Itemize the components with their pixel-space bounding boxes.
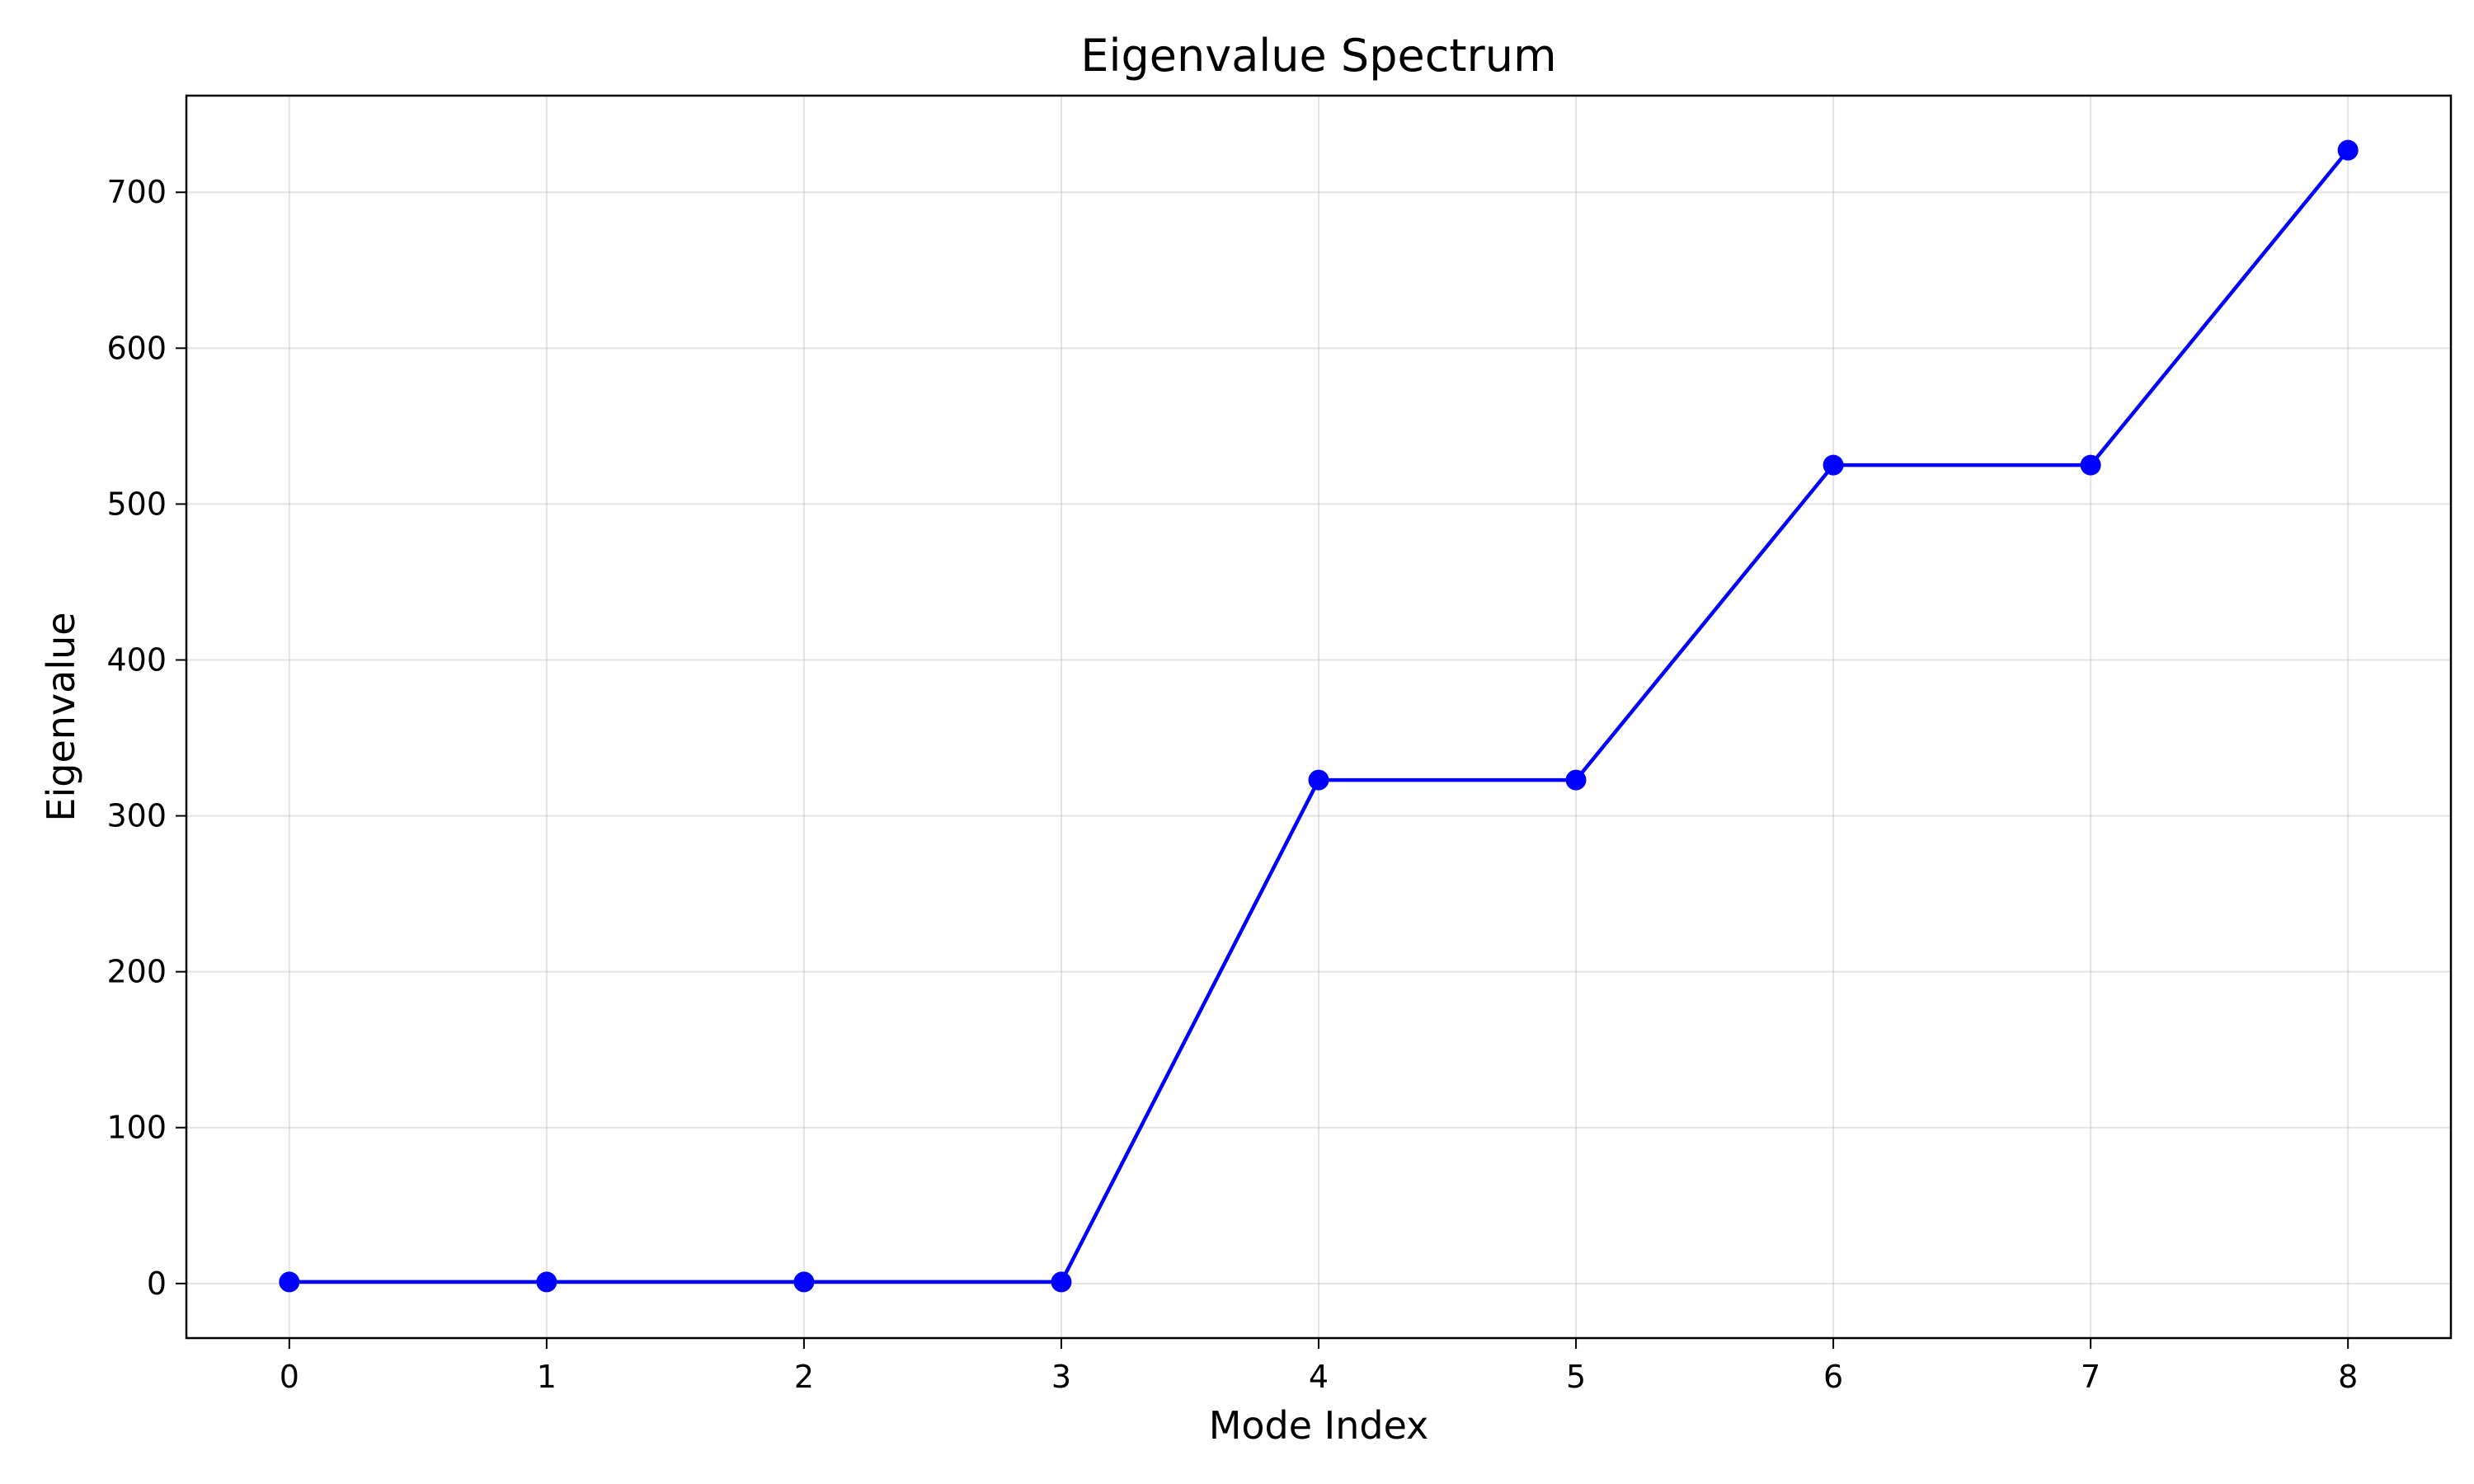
data-point <box>2337 139 2359 161</box>
chart-title: Eigenvalue Spectrum <box>1080 30 1556 82</box>
x-tick-label: 2 <box>794 1359 814 1395</box>
grid-layer <box>186 96 2451 1338</box>
y-tick-label: 400 <box>106 641 167 678</box>
x-tick-label: 0 <box>280 1359 299 1395</box>
y-tick-label: 200 <box>106 954 167 990</box>
data-point <box>1565 769 1587 791</box>
x-tick-label: 3 <box>1051 1359 1071 1395</box>
x-tick-label: 4 <box>1309 1359 1329 1395</box>
data-point <box>536 1271 557 1293</box>
y-tick-label: 600 <box>106 330 167 366</box>
x-tick-label: 5 <box>1566 1359 1586 1395</box>
data-point <box>1823 454 1844 476</box>
data-point <box>793 1271 815 1293</box>
y-tick-label: 100 <box>106 1110 167 1146</box>
data-point <box>1051 1271 1072 1293</box>
data-point <box>2080 454 2101 476</box>
tick-layer: 0 1 2 3 4 5 6 7 8 0 100 200 300 400 500 600 700 <box>106 174 2358 1395</box>
x-tick-label: 8 <box>2338 1359 2358 1395</box>
y-tick-label: 300 <box>106 798 167 834</box>
y-tick-label: 700 <box>106 174 167 210</box>
x-tick-label: 1 <box>537 1359 557 1395</box>
data-point <box>1308 769 1329 791</box>
series-layer <box>279 139 2359 1293</box>
data-point <box>279 1271 300 1293</box>
x-tick-label: 7 <box>2081 1359 2100 1395</box>
y-tick-label: 500 <box>106 486 167 522</box>
x-tick-label: 6 <box>1823 1359 1843 1395</box>
y-tick-label: 0 <box>147 1266 167 1302</box>
x-axis-label: Mode Index <box>1209 1403 1429 1448</box>
y-axis-label: Eigenvalue <box>39 612 83 821</box>
